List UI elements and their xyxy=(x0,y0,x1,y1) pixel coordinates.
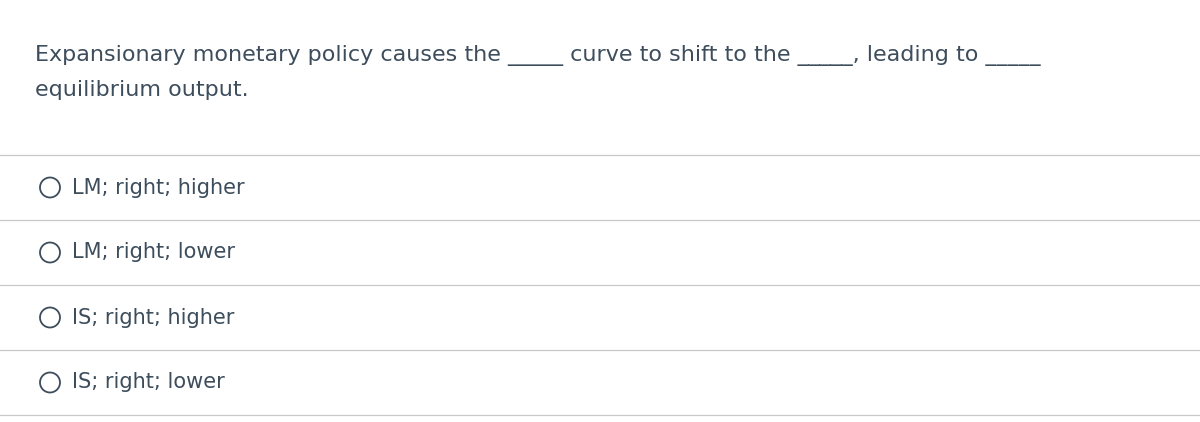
Text: IS; right; lower: IS; right; lower xyxy=(72,373,224,392)
Text: LM; right; higher: LM; right; higher xyxy=(72,178,245,197)
Text: LM; right; lower: LM; right; lower xyxy=(72,243,235,262)
Text: equilibrium output.: equilibrium output. xyxy=(35,80,248,100)
Text: Expansionary monetary policy causes the _____ curve to shift to the _____, leadi: Expansionary monetary policy causes the … xyxy=(35,45,1040,66)
Text: IS; right; higher: IS; right; higher xyxy=(72,308,234,327)
